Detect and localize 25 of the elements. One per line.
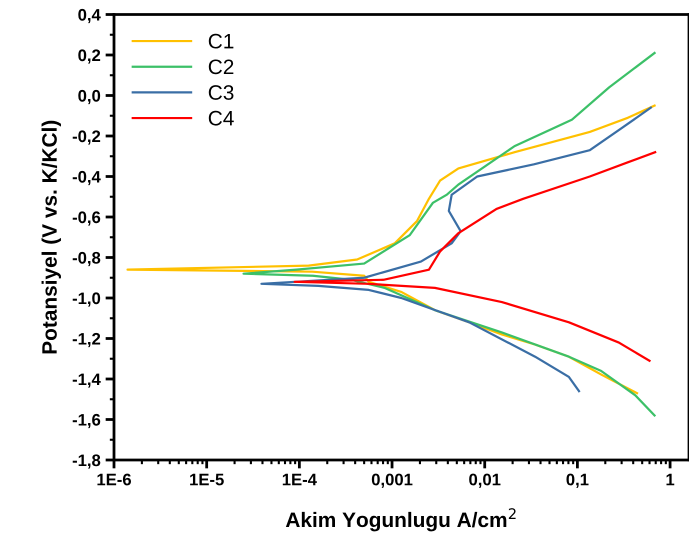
y-tick-label: -1,4: [72, 374, 101, 388]
y-axis-title: Potansiyel (V vs. K/KCl): [42, 120, 61, 354]
y-tick-label: -1,8: [72, 454, 100, 469]
legend-label: C1: [208, 34, 234, 49]
y-tick-label: -0,4: [72, 170, 101, 186]
x-tick-label: 0,1: [566, 474, 589, 488]
legend-label: C4: [208, 110, 234, 126]
legend-label: C3: [208, 85, 234, 100]
x-tick-label: 0,01: [469, 474, 500, 488]
x-tick-label: 1E-5: [190, 474, 224, 486]
y-tick-label: -0,8: [72, 252, 100, 266]
y-tick-label: -0,6: [72, 211, 100, 226]
x-axis-title: Akim Yogunlugu A/cm$^{2}$: [286, 508, 516, 532]
y-tick-label: -1,0: [72, 292, 100, 307]
x-tick-label: 1E-4: [282, 474, 317, 486]
y-tick-label: 0,2: [78, 49, 100, 64]
x-tick-label: 1E-6: [97, 474, 131, 486]
y-tick-label: 0,0: [78, 90, 100, 104]
x-tick-label: 1: [666, 474, 674, 486]
x-tick-label: 0,001: [372, 474, 412, 488]
y-tick-label: -1,6: [72, 414, 100, 428]
y-tick-label: -0,2: [72, 130, 100, 145]
y-tick-label: 0,4: [78, 8, 101, 24]
y-tick-label: -1,2: [72, 332, 100, 348]
legend-label: C2: [208, 59, 234, 74]
